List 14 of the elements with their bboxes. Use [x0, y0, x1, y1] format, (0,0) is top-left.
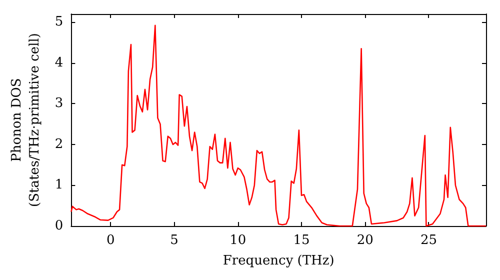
x-tick-label: 0 [106, 233, 115, 248]
y-tick-label: 4 [54, 55, 64, 70]
y-tick-label: 0 [54, 218, 64, 234]
y-tick-label: 1 [54, 178, 64, 193]
y-tick-label: 2 [54, 136, 64, 152]
x-axis-title: Frequency (THz) [222, 253, 334, 268]
y-tick-label: 5 [54, 14, 64, 30]
x-tick-label: 15 [293, 233, 310, 248]
x-tick-label: 25 [420, 233, 438, 248]
y-axis-title: Phonon DOS (States/THz·primitive cell) [10, 32, 42, 208]
y-tick-label: 3 [54, 96, 64, 112]
x-tick-label: 10 [230, 233, 246, 248]
x-tick-label: 20 [356, 233, 374, 248]
x-tick-label: 5 [170, 233, 178, 248]
